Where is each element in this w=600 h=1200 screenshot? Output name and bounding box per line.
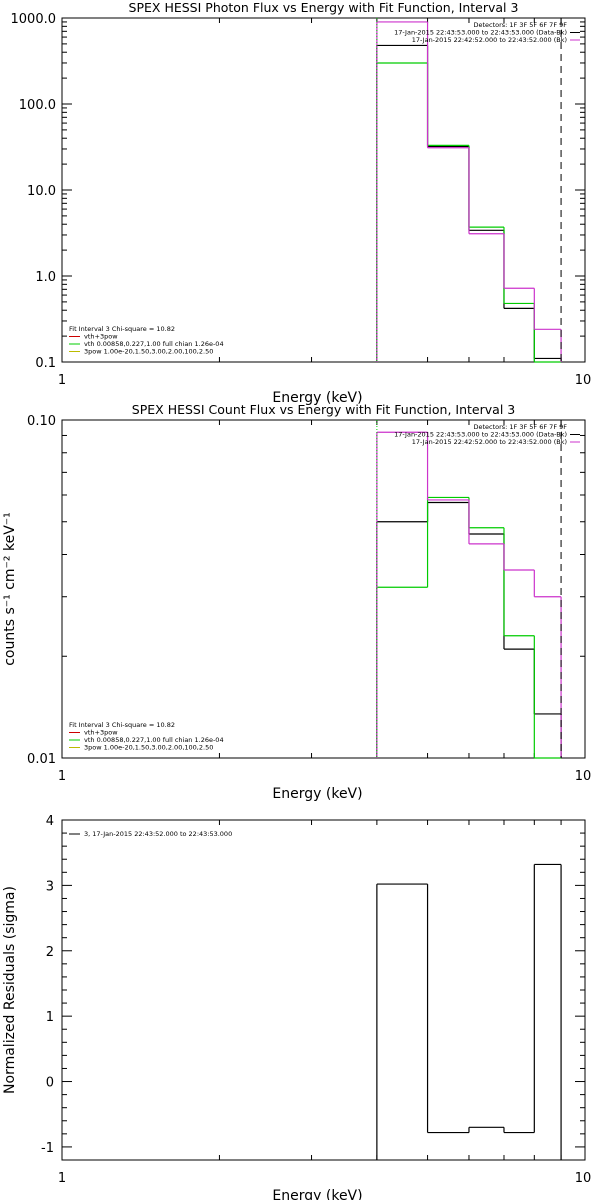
chart-title: SPEX HESSI Photon Flux vs Energy with Fi… [129,0,519,15]
y-tick-label: 0.1 [35,356,56,371]
legend-right-entry: 17-Jan-2015 22:43:53.000 to 22:43:53.000… [394,29,567,37]
y-tick-label: -1 [41,1141,54,1156]
legend-left-entry: 3, 17-Jan-2015 22:43:52.000 to 22:43:53.… [84,830,232,838]
plot-frame [61,419,586,759]
x-tick-label: 1 [58,373,66,388]
y-axis-label: counts s⁻¹ cm⁻² keV⁻¹ [2,512,18,666]
y-axis-label: Normalized Residuals (sigma) [2,886,18,1094]
y-tick-label: 10.0 [27,184,56,199]
y-tick-label: 4 [46,814,54,829]
y-tick-label: 1 [46,1010,54,1025]
x-axis-label: Energy (keV) [272,786,362,802]
legend-right-entry: 17-Jan-2015 22:42:52.000 to 22:43:52.000… [412,438,567,446]
y-tick-label: 2 [46,945,54,960]
legend-left-entry: vth 0.00858,0.227,1.00 full chian 1.26e-… [84,340,224,348]
x-tick-label: 1 [58,769,66,784]
legend-left-entry: vth 0.00858,0.227,1.00 full chian 1.26e-… [84,736,224,744]
y-tick-label: 1.0 [35,270,56,285]
legend-left-entry: 3pow 1.00e-20,1.50,3.00,2.00,100,2.50 [84,744,213,752]
plot-frame [61,17,586,363]
x-tick-label: 10 [575,1171,592,1186]
legend-left-entry: Fit Interval 3 Chi-square = 10.82 [69,721,175,729]
legend-right-entry: Detectors: 1F 3F 5F 6F 7F 9F [473,21,567,29]
y-tick-label: 3 [46,879,54,894]
y-tick-label: 100.0 [19,98,56,113]
y-tick-label: 1000.0 [11,12,57,27]
x-tick-label: 1 [58,1171,66,1186]
plot-frame [61,819,586,1161]
legend-left-entry: 3pow 1.00e-20,1.50,3.00,2.00,100,2.50 [84,348,213,356]
x-tick-label: 10 [575,769,592,784]
x-axis-label: Energy (keV) [272,390,362,406]
legend-right-entry: 17-Jan-2015 22:42:52.000 to 22:43:52.000… [412,36,567,44]
legend-right-entry: Detectors: 1F 3F 5F 6F 7F 9F [473,423,567,431]
legend-left-entry: Fit Interval 3 Chi-square = 10.82 [69,325,175,333]
legend-right-entry: 17-Jan-2015 22:43:53.000 to 22:43:53.000… [394,431,567,439]
chart-title: SPEX HESSI Count Flux vs Energy with Fit… [132,402,515,417]
legend-left-entry: vth+3pow [84,729,118,737]
x-axis-label: Energy (keV) [272,1188,362,1200]
y-tick-label: 0 [46,1076,54,1091]
y-tick-label: 0.01 [27,752,56,767]
x-tick-label: 10 [575,373,592,388]
legend-left-entry: vth+3pow [84,333,118,341]
y-tick-label: 0.10 [27,414,56,429]
